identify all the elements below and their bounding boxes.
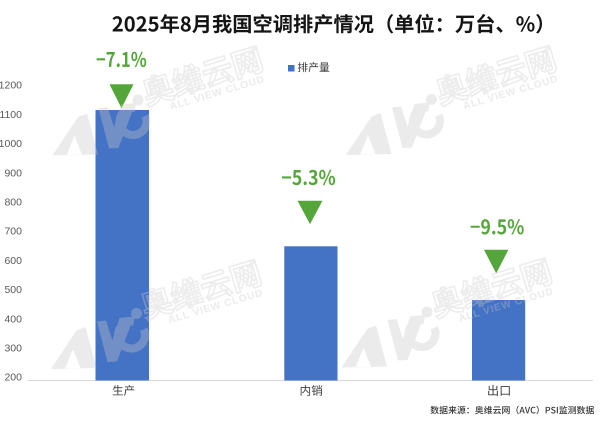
svg-text:1000: 1000 bbox=[0, 138, 22, 150]
svg-text:900: 900 bbox=[4, 167, 22, 179]
svg-text:500: 500 bbox=[4, 284, 22, 296]
svg-text:600: 600 bbox=[4, 255, 22, 267]
svg-text:800: 800 bbox=[4, 197, 22, 209]
svg-text:400: 400 bbox=[4, 313, 22, 325]
svg-text:1100: 1100 bbox=[0, 109, 22, 121]
svg-text:1200: 1200 bbox=[0, 80, 22, 92]
svg-text:700: 700 bbox=[4, 226, 22, 238]
svg-text:200: 200 bbox=[4, 372, 22, 384]
svg-text:300: 300 bbox=[4, 343, 22, 355]
